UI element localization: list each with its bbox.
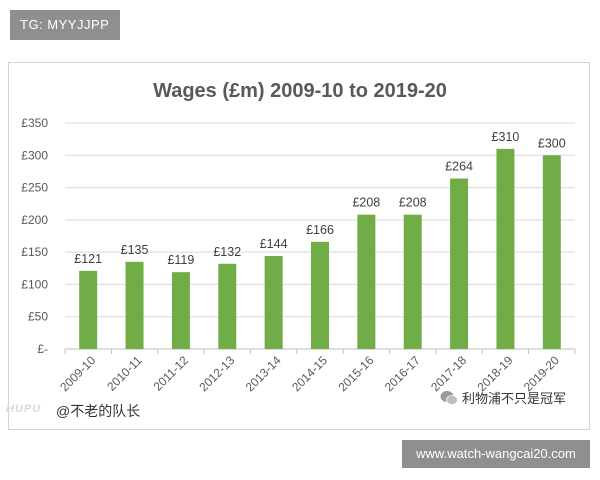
bar [171,272,190,349]
data-label: £208 [399,196,427,210]
y-tick-label: £300 [21,148,48,162]
bar [542,155,561,349]
bar [264,256,283,349]
data-label: £166 [306,223,334,237]
wechat-watermark: 利物浦不只是冠军 [440,388,566,407]
x-tick-label: 2010-11 [104,353,145,394]
data-label: £144 [260,237,288,251]
bar [450,178,469,349]
chart-title: Wages (£m) 2009-10 to 2019-20 [153,80,447,102]
x-tick-label: 2013-14 [243,353,284,394]
bar [125,261,144,349]
y-tick-label: £100 [21,277,48,291]
bar [311,241,329,349]
data-label: £264 [445,160,473,174]
y-tick-label: £250 [21,181,48,195]
x-tick-label: 2014-15 [289,353,330,394]
data-label: £300 [538,136,566,150]
data-label: £119 [167,253,194,267]
bar [403,214,422,349]
y-tick-label: £200 [21,213,48,227]
data-label: £135 [121,243,149,257]
data-label: £132 [213,245,241,259]
bar [357,214,376,349]
hupu-watermark: HUPU [6,403,42,415]
data-label: £121 [74,252,102,266]
y-tick-label: £50 [28,310,48,324]
data-label: £310 [492,130,520,144]
y-tick-label: £150 [21,245,48,259]
x-tick-label: 2015-16 [335,353,376,394]
wechat-account-name: 利物浦不只是冠军 [462,391,567,406]
data-label: £208 [352,196,380,210]
data-labels: £121 £135 £119 £132 £144 £166 £208 £208 £264 £310… [74,130,565,267]
x-tick-label: 2016-17 [382,353,423,394]
y-tick-label: £350 [21,116,48,130]
telegram-tag: TG: MYYJJPP [10,10,120,40]
bar [496,148,515,349]
bar [79,270,98,349]
y-axis-ticks: £- £50 £100 £150 £200 £250 £300 £350 [21,116,48,356]
y-tick-label: £- [37,342,48,356]
x-tick-label: 2009-10 [57,353,98,394]
x-tick-label: 2011-12 [151,353,192,394]
url-watermark: www.watch-wangcai20.com [402,440,590,468]
bars [79,148,561,349]
bar [218,263,237,349]
x-tick-label: 2012-13 [196,353,237,394]
author-watermark: @不老的队长 [56,403,141,419]
wechat-icon [440,390,458,405]
